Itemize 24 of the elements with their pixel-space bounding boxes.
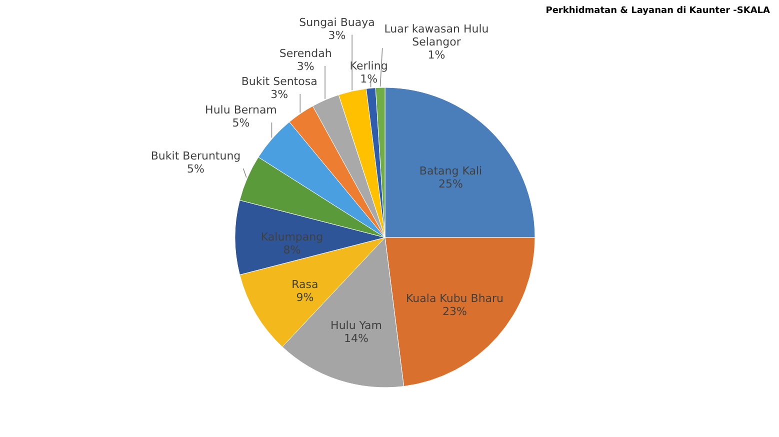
data-label: 3% [328, 28, 346, 42]
slice-label: Hulu Bernam [205, 104, 277, 117]
data-label: 1% [428, 48, 446, 62]
slice-label: Kalumpang [260, 230, 324, 244]
slice-label: Bukit Sentosa [241, 75, 318, 88]
data-label: 8% [283, 244, 301, 256]
text: Perkhidmatan & Layanan di Kaunter -SKALA [546, 6, 770, 16]
data-label: 3% [296, 60, 314, 73]
slice-label: Hulu Yam [330, 318, 382, 332]
slice-label: Rasa [292, 278, 318, 291]
slice-label: Sungai Buaya [299, 16, 375, 29]
slice-label: Serendah [279, 46, 332, 60]
data-label: 23% [442, 305, 467, 318]
data-label: 1% [360, 72, 378, 86]
slice-label: Batang Kali [419, 164, 482, 178]
data-label: 5% [232, 116, 250, 130]
slice-label: Bukit Beruntung [150, 149, 241, 162]
slice-label: Kuala Kubu Bharu [406, 292, 504, 305]
data-label: 14% [344, 332, 368, 345]
data-label: 5% [187, 162, 205, 176]
slice-label: Luar kawasan Hulu Selangor [384, 22, 489, 49]
data-label: 25% [438, 178, 463, 191]
data-label: 9% [296, 290, 314, 304]
data-label: 3% [270, 88, 288, 102]
